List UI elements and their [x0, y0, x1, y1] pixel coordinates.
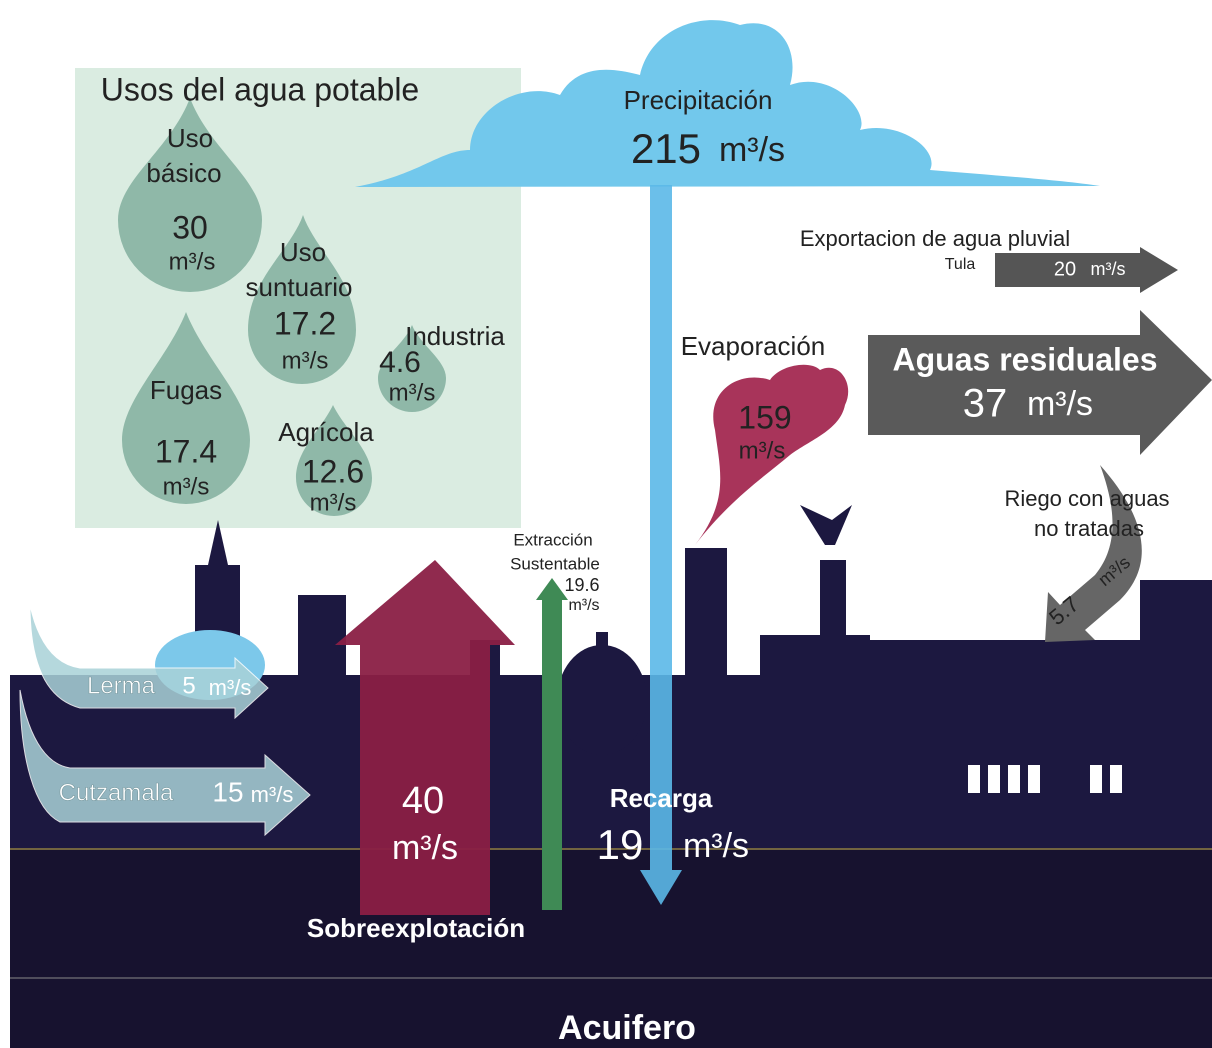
cutzamala-value: 15 [212, 776, 243, 807]
extraccion-unit: m³/s [568, 597, 599, 614]
infographic: Usos del agua potable Uso básico 30 m³/s… [0, 0, 1212, 1048]
recarga-unit: m³/s [683, 827, 749, 865]
drop-value: 4.6 [379, 346, 421, 379]
aguas-residuales-unit: m³/s [1027, 385, 1093, 423]
exportacion-label: Exportacion de agua pluvial [800, 226, 1070, 251]
drop-label: Agrícola [278, 417, 374, 447]
drop-label: suntuario [246, 272, 353, 302]
drop-unit: m³/s [169, 248, 216, 275]
drop-unit: m³/s [310, 489, 357, 516]
aguas-residuales-label: Aguas residuales [893, 341, 1158, 377]
recarga-value: 19 [597, 821, 644, 868]
sobreexplotacion-value: 40 [402, 780, 444, 822]
evaporacion-label: Evaporación [681, 331, 826, 361]
extraccion-label: Extracción [513, 530, 592, 549]
sobreexplotacion-label: Sobreexplotación [307, 913, 525, 943]
extraccion-value: 19.6 [564, 575, 599, 595]
cutzamala-label: Cutzamala [59, 779, 174, 806]
drop-value: 17.4 [155, 433, 217, 469]
drop-unit: m³/s [282, 347, 329, 374]
cutzamala-unit: m³/s [251, 782, 294, 807]
drop-value: 12.6 [302, 453, 364, 489]
riego-label: Riego con aguas [1004, 486, 1169, 511]
drop-value: 17.2 [274, 305, 336, 341]
evaporacion-value: 159 [738, 399, 791, 435]
usos-title: Usos del agua potable [101, 71, 419, 107]
drop-label: Uso [167, 123, 213, 153]
exportacion-sublabel: Tula [945, 256, 976, 273]
exportacion-arrow [995, 247, 1178, 293]
exportacion-unit: m³/s [1091, 259, 1126, 279]
lerma-unit: m³/s [209, 675, 252, 700]
precipitacion-label: Precipitación [624, 85, 773, 115]
aguas-residuales-value: 37 [963, 382, 1008, 426]
recarga-label: Recarga [610, 783, 713, 813]
drop-unit: m³/s [163, 473, 210, 500]
extraccion-label: Sustentable [510, 554, 600, 573]
precipitacion-unit: m³/s [719, 131, 785, 169]
drop-label: básico [146, 158, 221, 188]
evaporacion-unit: m³/s [739, 437, 786, 464]
exportacion-value: 20 [1054, 258, 1076, 280]
drop-label: Uso [280, 237, 326, 267]
acuifero-label: Acuifero [558, 1009, 696, 1047]
sobreexplotacion-unit: m³/s [392, 829, 458, 867]
precipitacion-value: 215 [631, 125, 701, 172]
aguas-residuales-arrow [868, 310, 1212, 455]
lerma-value: 5 [182, 672, 195, 699]
riego-label: no tratadas [1034, 516, 1144, 541]
drop-unit: m³/s [389, 379, 436, 406]
drop-label: Fugas [150, 375, 222, 405]
lerma-label: Lerma [87, 672, 156, 699]
drop-value: 30 [172, 209, 208, 245]
